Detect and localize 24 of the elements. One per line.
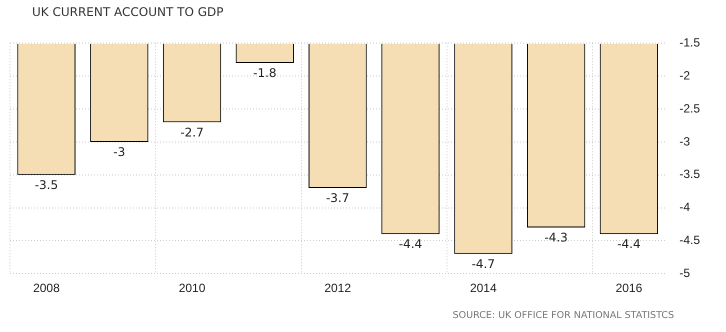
data-label: -4.4 xyxy=(398,237,422,252)
data-label: -3.5 xyxy=(34,178,58,192)
x-tick-label: 2008 xyxy=(33,281,60,296)
y-tick-label: -1.5 xyxy=(679,36,700,50)
x-tick-label: 2016 xyxy=(616,281,643,296)
x-tick-label: 2012 xyxy=(324,281,352,296)
y-tick-label: -2 xyxy=(679,68,690,82)
y-tick-label: -4 xyxy=(679,200,690,214)
y-tick-label: -5 xyxy=(679,266,690,280)
y-tick-label: -2.5 xyxy=(679,101,700,116)
data-label: -4.3 xyxy=(544,230,568,245)
y-tick-label: -3.5 xyxy=(679,167,700,182)
y-tick-label: -3 xyxy=(679,134,690,148)
chart-title: UK CURRENT ACCOUNT TO GDP xyxy=(32,5,224,19)
data-label: -4.4 xyxy=(617,237,641,252)
data-label: -2.7 xyxy=(180,125,204,140)
x-tick-label: 2010 xyxy=(178,281,206,296)
data-label: -3 xyxy=(113,145,126,160)
data-label: -4.7 xyxy=(472,256,495,271)
x-tick-label: 2014 xyxy=(470,281,497,296)
source-note: SOURCE: UK OFFICE FOR NATIONAL STATISTCS xyxy=(452,310,674,321)
data-label: -1.8 xyxy=(253,66,277,80)
y-tick-label: -4.5 xyxy=(679,233,700,247)
data-label: -3.7 xyxy=(326,191,350,206)
